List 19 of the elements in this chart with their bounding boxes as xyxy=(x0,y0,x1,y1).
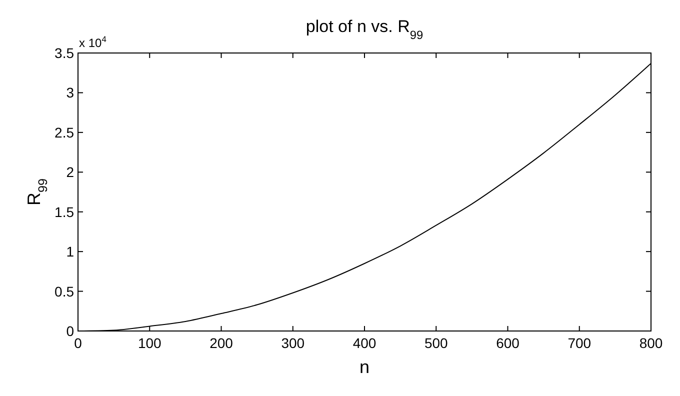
x-tick-label: 700 xyxy=(568,335,592,351)
y-tick-label: 2.5 xyxy=(54,124,74,140)
y-tick-label: 0 xyxy=(66,323,74,339)
y-tick-label: 1.5 xyxy=(54,204,74,220)
x-tick-label: 400 xyxy=(352,335,376,351)
y-tick-label: 1 xyxy=(66,244,74,260)
x-tick-label: 600 xyxy=(496,335,520,351)
x-tick-label: 500 xyxy=(424,335,448,351)
chart-title: plot of n vs. R$_{99}$ xyxy=(306,17,424,42)
y-tick-label: 2 xyxy=(66,164,74,180)
y-tick-label: 3.5 xyxy=(54,45,74,61)
x-tick-label: 300 xyxy=(281,335,305,351)
x-tick-label: 100 xyxy=(138,335,162,351)
text: x 10$^{4}$ xyxy=(79,34,107,50)
y-tick-label: 0.5 xyxy=(54,283,74,300)
x-tick-label: 800 xyxy=(639,335,663,351)
y-tick-label: 3 xyxy=(66,84,74,101)
x-axis-title: n xyxy=(359,357,370,377)
x-tick-label: 200 xyxy=(210,335,234,351)
